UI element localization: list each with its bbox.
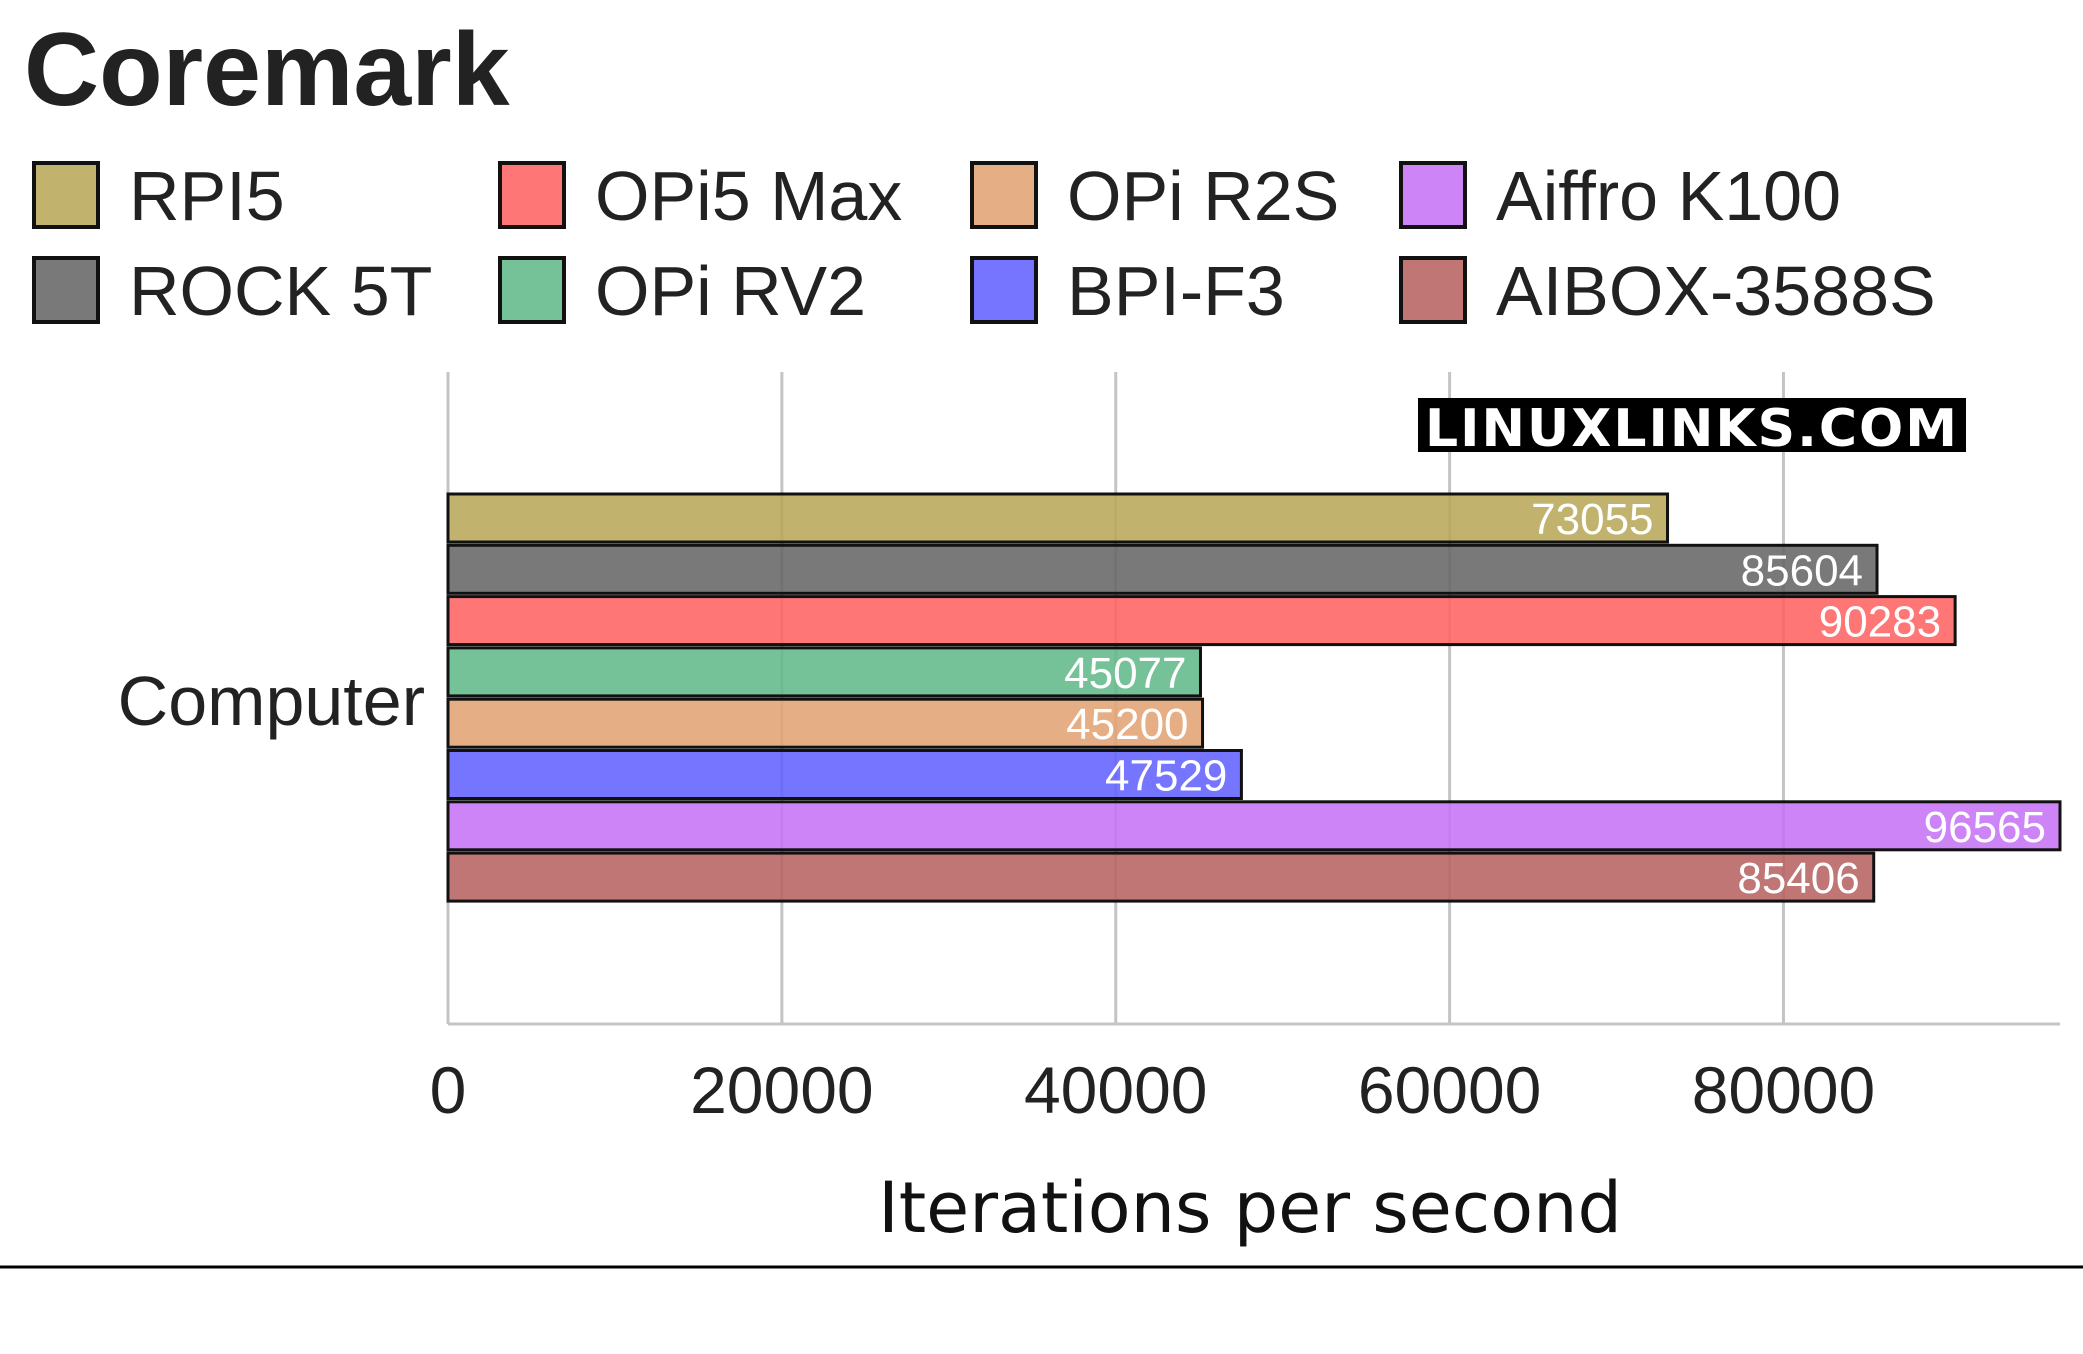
x-tick-label-4: 80000 bbox=[1692, 1053, 1876, 1127]
legend-label-rock-5t: ROCK 5T bbox=[129, 252, 432, 330]
legend-swatch-rock-5t bbox=[32, 256, 100, 324]
chart-title: Coremark bbox=[24, 12, 510, 128]
legend-label-aiffro-k100: Aiffro K100 bbox=[1496, 157, 1841, 235]
watermark-text: LINUXLINKS.COM bbox=[1425, 399, 1959, 459]
legend-swatch-bpi-f3 bbox=[970, 256, 1038, 324]
legend-swatch-opi-r2s bbox=[970, 161, 1038, 229]
legend-label-rpi5: RPI5 bbox=[129, 157, 285, 235]
bar-opi5-max bbox=[446, 595, 1957, 647]
legend-label-bpi-f3: BPI-F3 bbox=[1067, 252, 1285, 330]
legend: RPI5 OPi5 Max OPi R2S Aiffro K100 ROCK 5T OPi… bbox=[32, 157, 1936, 330]
watermark: LINUXLINKS.COM bbox=[1418, 398, 1966, 459]
bar-opi-r2s bbox=[446, 697, 1205, 749]
x-tick-label-3: 60000 bbox=[1358, 1053, 1542, 1127]
legend-swatch-opi-rv2 bbox=[498, 256, 566, 324]
bars bbox=[446, 492, 2062, 903]
legend-label-opi-r2s: OPi R2S bbox=[1067, 157, 1339, 235]
watermark-background bbox=[1418, 398, 1966, 452]
bar-rpi5 bbox=[446, 492, 1670, 544]
bar-bpi-f3 bbox=[446, 749, 1243, 800]
legend-label-opi-rv2: OPi RV2 bbox=[595, 252, 866, 330]
bar-aiffro-k100 bbox=[446, 800, 2062, 852]
bar-value-opi-r2s: 45200 bbox=[1066, 700, 1188, 749]
bar-value-bpi-f3: 47529 bbox=[1105, 752, 1227, 801]
legend-swatch-opi5-max bbox=[498, 161, 566, 229]
bar-opi-rv2 bbox=[446, 646, 1202, 698]
category-label: Computer bbox=[118, 662, 425, 740]
legend-label-aibox-3588s: AIBOX-3588S bbox=[1496, 252, 1936, 330]
legend-swatch-aiffro-k100 bbox=[1399, 161, 1467, 229]
bar-value-opi5-max: 90283 bbox=[1819, 598, 1941, 647]
legend-swatch-aibox-3588s bbox=[1399, 256, 1467, 324]
x-tick-labels: 0 20000 40000 60000 80000 bbox=[430, 1053, 1876, 1127]
bar-value-aibox-3588s: 85406 bbox=[1737, 854, 1859, 903]
legend-label-opi5-max: OPi5 Max bbox=[595, 157, 902, 235]
x-tick-label-0: 0 bbox=[430, 1053, 467, 1127]
x-tick-label-1: 20000 bbox=[690, 1053, 874, 1127]
x-axis-title: Iterations per second bbox=[878, 1167, 1622, 1249]
bar-value-aiffro-k100: 96565 bbox=[1924, 803, 2046, 852]
bar-aibox-3588s bbox=[446, 851, 1876, 903]
legend-swatch-rpi5 bbox=[32, 161, 100, 229]
bar-value-rock-5t: 85604 bbox=[1741, 546, 1863, 595]
bar-rock-5t bbox=[446, 543, 1879, 595]
x-tick-label-2: 40000 bbox=[1024, 1053, 1208, 1127]
bar-value-opi-rv2: 45077 bbox=[1064, 649, 1186, 698]
bar-value-rpi5: 73055 bbox=[1531, 495, 1653, 544]
